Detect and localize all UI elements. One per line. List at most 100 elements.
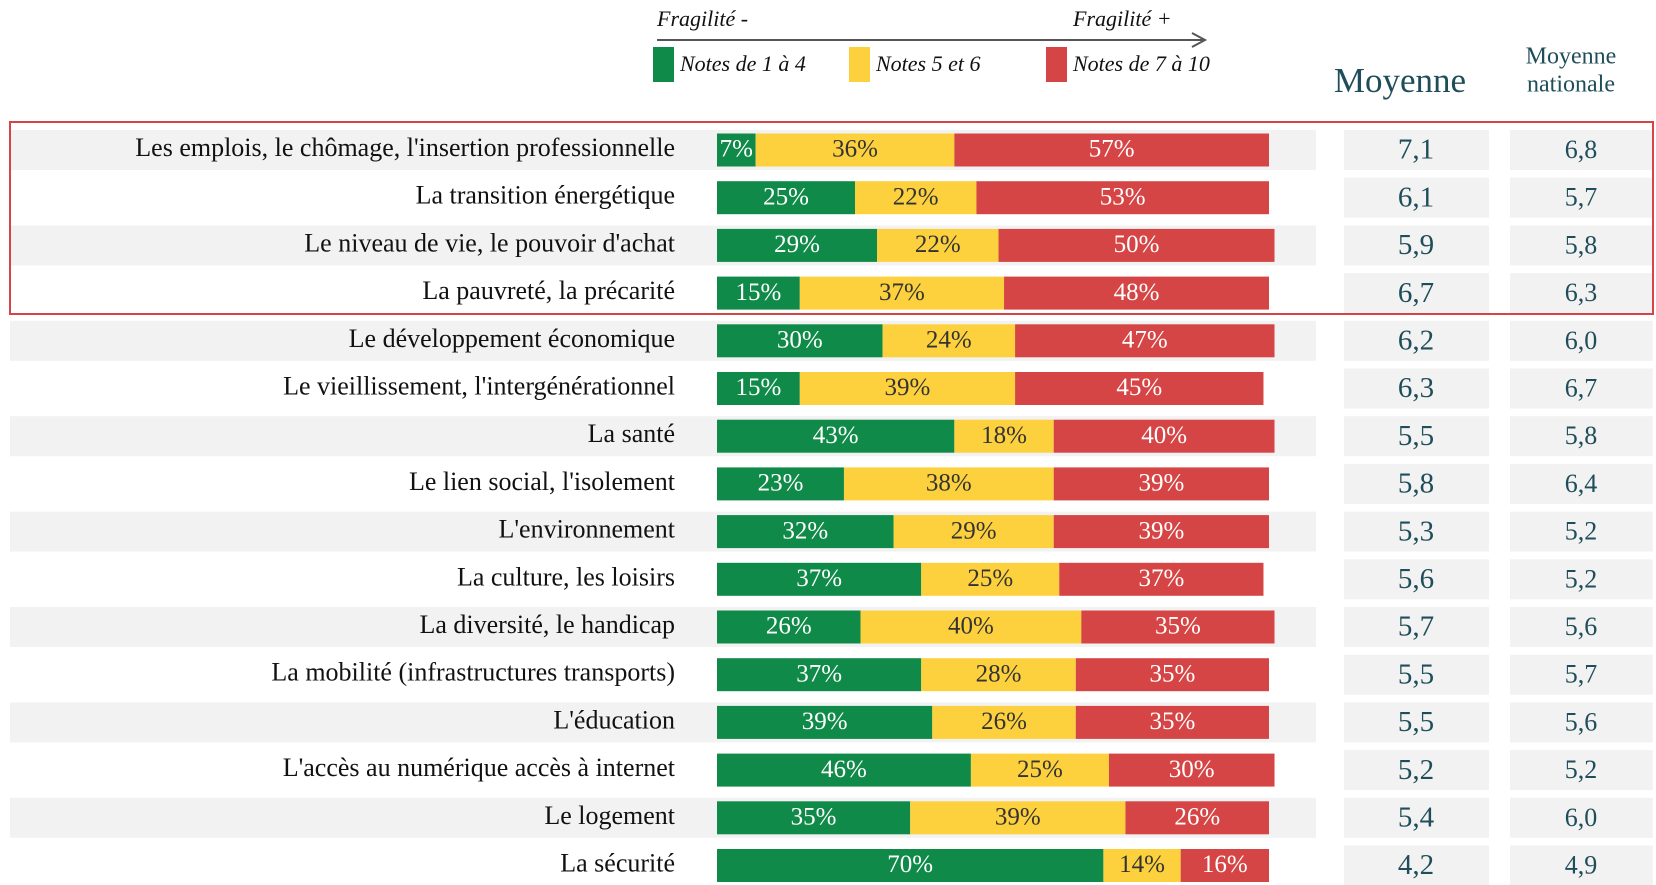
bar-label: 26% <box>981 708 1027 735</box>
bar-label: 14% <box>1119 851 1165 878</box>
row-label: La diversité, le handicap <box>419 610 675 639</box>
bar-label: 18% <box>981 422 1027 449</box>
bar-segment <box>1075 658 1269 692</box>
col-band <box>1510 130 1653 170</box>
bar-label: 23% <box>758 470 804 497</box>
col-band <box>1344 750 1489 791</box>
col-header: Moyenne <box>1334 61 1466 100</box>
row-label: Le lien social, l'isolement <box>409 467 676 496</box>
col-band <box>1344 130 1489 170</box>
bar-label: 46% <box>821 756 867 783</box>
bar-label: 29% <box>774 231 820 258</box>
row-label: La pauvreté, la précarité <box>422 276 675 305</box>
bar-label: 35% <box>1149 708 1195 735</box>
nationale-value: 6,3 <box>1565 278 1598 307</box>
col-band <box>1510 559 1653 600</box>
bar-segment <box>717 610 861 644</box>
col-band <box>1510 845 1653 885</box>
bar-label: 48% <box>1114 279 1160 306</box>
bar-label: 30% <box>1169 756 1215 783</box>
moyenne-value: 7,1 <box>1398 134 1434 166</box>
bar-label: 38% <box>926 470 972 497</box>
bar-segment <box>893 515 1054 549</box>
bar-label: 15% <box>735 374 781 401</box>
bar-segment <box>717 515 894 549</box>
col-band <box>1510 177 1653 218</box>
row-label: Le vieillissement, l'intergénérationnel <box>283 371 675 400</box>
col-band <box>1510 463 1653 504</box>
col-band <box>1344 702 1489 743</box>
bar-label: 29% <box>951 517 997 544</box>
nationale-value: 5,8 <box>1565 421 1598 450</box>
header-right: Fragilité + <box>1072 6 1172 31</box>
bar-segment <box>717 133 756 167</box>
bar-segment <box>717 372 800 405</box>
bar-segment <box>1053 515 1269 549</box>
legend-label: Notes 5 et 6 <box>875 51 981 76</box>
col-band <box>1510 797 1653 838</box>
row-label: Les emplois, le chômage, l'insertion pro… <box>135 133 675 162</box>
bar-label: 35% <box>1149 660 1195 687</box>
bar-segment <box>717 753 971 787</box>
bar-segment <box>1180 849 1269 882</box>
bar-label: 53% <box>1100 183 1146 210</box>
nationale-value: 5,7 <box>1565 183 1598 212</box>
header-left: Fragilité - <box>656 6 748 31</box>
bar-label: 39% <box>1138 470 1184 497</box>
moyenne-value: 6,1 <box>1398 181 1434 213</box>
moyenne-value: 6,3 <box>1398 372 1434 404</box>
bar-label: 40% <box>948 613 994 640</box>
bar-label: 32% <box>782 517 828 544</box>
bar-label: 22% <box>915 231 961 258</box>
bar-segment <box>998 228 1275 262</box>
bar-segment <box>921 562 1060 596</box>
nationale-value: 6,7 <box>1565 373 1598 402</box>
bar-label: 30% <box>777 327 823 354</box>
bar-segment <box>799 276 1005 310</box>
bar-label: 50% <box>1114 231 1160 258</box>
row-label: Le développement économique <box>349 324 675 353</box>
bar-segment <box>976 181 1269 215</box>
col-band <box>1344 607 1489 647</box>
legend-swatch <box>1046 47 1067 82</box>
bar-label: 26% <box>766 613 812 640</box>
col-band <box>1510 750 1653 791</box>
bar-segment <box>717 562 922 596</box>
bar-segment <box>954 419 1054 453</box>
bar-segment <box>954 133 1269 167</box>
bar-label: 43% <box>813 422 859 449</box>
col-band <box>1510 320 1653 361</box>
bar-segment <box>910 801 1126 835</box>
bar-label: 25% <box>967 565 1013 592</box>
bar-label: 26% <box>1174 804 1220 831</box>
nationale-value: 5,8 <box>1565 230 1598 259</box>
bar-segment <box>1004 276 1269 310</box>
bar-label: 35% <box>1155 613 1201 640</box>
bar-label: 15% <box>735 279 781 306</box>
col-band <box>1344 559 1489 600</box>
bar-label: 37% <box>1138 565 1184 592</box>
bar-label: 25% <box>1017 756 1063 783</box>
bar-segment <box>1053 467 1269 501</box>
col-band <box>1510 654 1653 695</box>
moyenne-value: 4,2 <box>1398 849 1434 881</box>
bar-segment <box>717 419 955 453</box>
legend-label: Notes de 1 à 4 <box>679 51 806 76</box>
bar-segment <box>1015 324 1275 358</box>
row-label: La sécurité <box>560 848 675 877</box>
bar-segment <box>877 228 999 262</box>
row-label: La culture, les loisirs <box>457 562 675 591</box>
moyenne-value: 5,5 <box>1398 658 1434 690</box>
bar-label: 35% <box>791 804 837 831</box>
bar-label: 7% <box>720 136 753 163</box>
col-band <box>1344 273 1489 314</box>
col-band <box>1344 225 1489 266</box>
bar-label: 22% <box>893 183 939 210</box>
moyenne-value: 5,9 <box>1398 229 1434 261</box>
moyenne-value: 5,6 <box>1398 563 1434 595</box>
col-band <box>1510 225 1653 266</box>
col-band <box>1344 511 1489 552</box>
bar-segment <box>1125 801 1269 835</box>
col-band <box>1344 654 1489 695</box>
